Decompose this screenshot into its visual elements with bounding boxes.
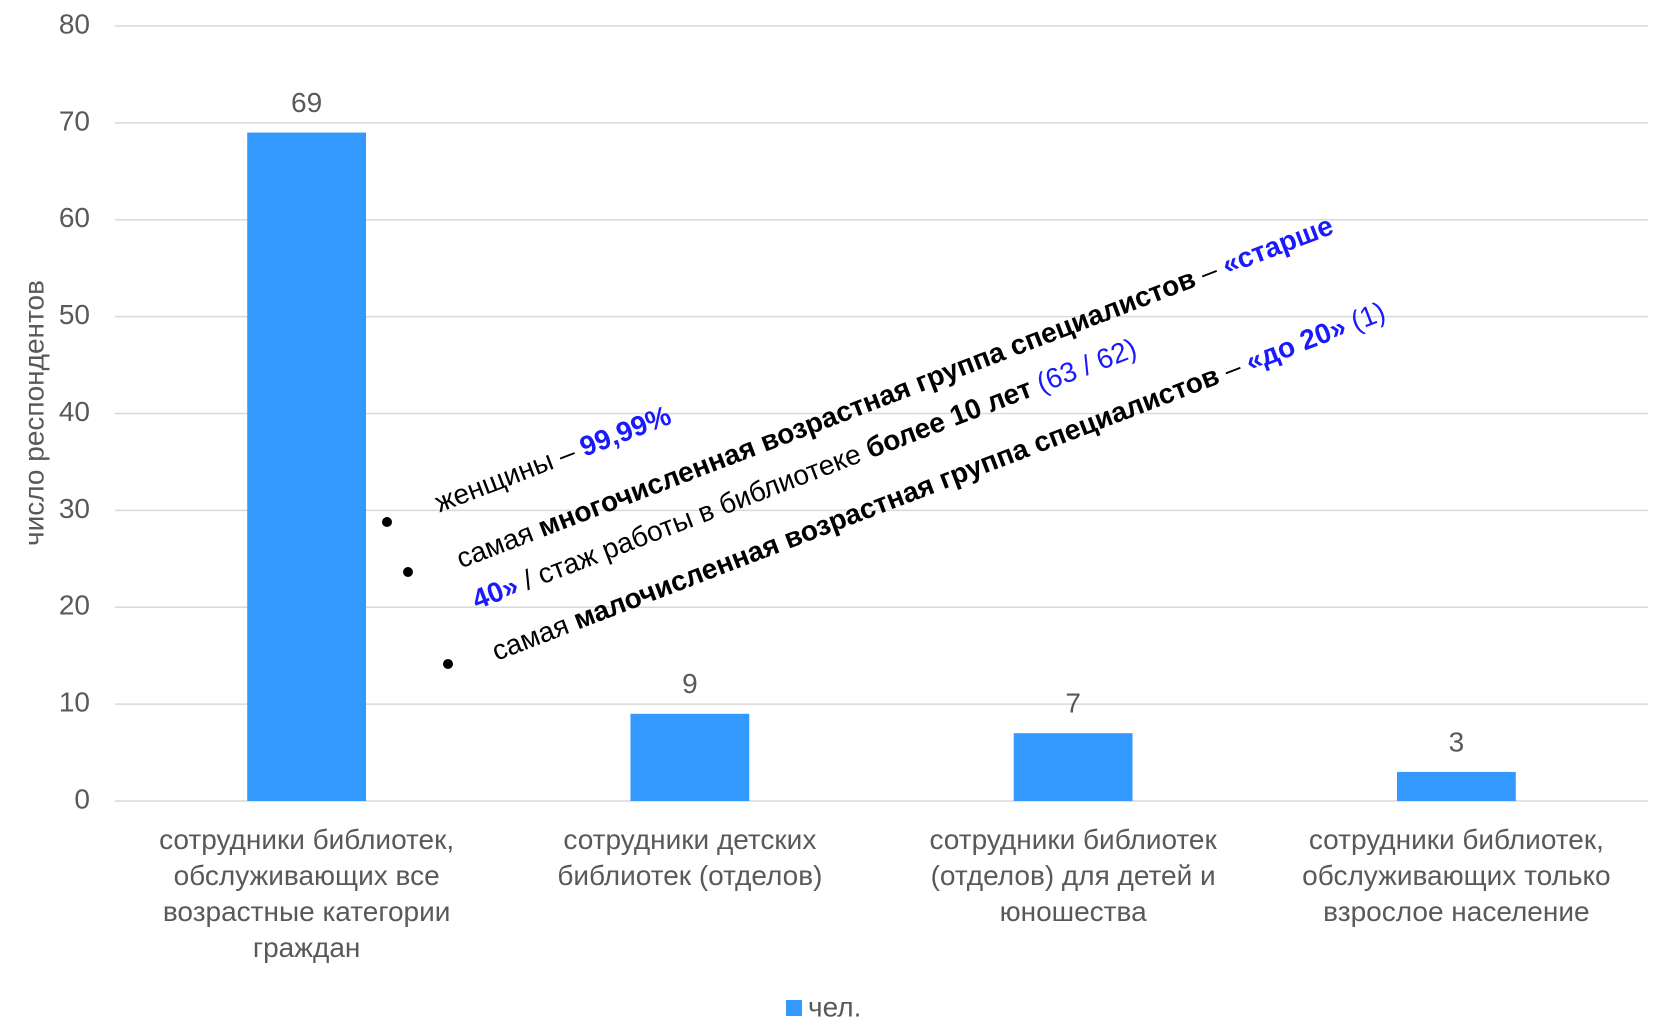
annotation-text: 99,99%	[576, 400, 676, 463]
bar	[247, 132, 367, 801]
annotation-text: самая	[488, 607, 581, 667]
bar	[1013, 733, 1133, 801]
x-tick-label: сотрудники библиотек (отделов) для детей…	[929, 824, 1217, 927]
y-tick-label: 70	[59, 105, 90, 136]
y-tick-label: 50	[59, 299, 90, 330]
bullet	[382, 517, 392, 527]
y-tick-label: 0	[74, 783, 90, 814]
y-axis-title: число респондентов	[18, 280, 49, 546]
legend-label: чел.	[808, 991, 861, 1021]
annotation-text: «старше	[1218, 210, 1338, 281]
bar	[1396, 771, 1516, 801]
annotation-line: 40» / стаж работы в библиотеке более 10 …	[468, 333, 1141, 616]
x-tick-label: сотрудники библиотек, обслуживающих все …	[159, 824, 455, 963]
data-label: 7	[1065, 688, 1081, 719]
y-tick-label: 10	[59, 687, 90, 718]
annotation-text: «до 20»	[1241, 311, 1350, 378]
y-tick-label: 80	[59, 8, 90, 39]
legend-swatch	[786, 1000, 802, 1016]
data-label: 9	[682, 668, 698, 699]
bar	[630, 713, 750, 801]
data-label: 3	[1449, 726, 1465, 757]
x-tick-label: сотрудники детских библиотек (отделов)	[557, 824, 823, 891]
bullet	[443, 659, 453, 669]
y-tick-label: 40	[59, 396, 90, 427]
annotation: женщины – 99,99%самая многочисленная воз…	[431, 210, 1390, 667]
bullet	[403, 567, 413, 577]
annotation-text: (1)	[1339, 296, 1389, 340]
data-label: 69	[291, 87, 322, 118]
y-tick-label: 60	[59, 202, 90, 233]
y-tick-label: 30	[59, 493, 90, 524]
x-tick-label: сотрудники библиотек, обслуживающих толь…	[1302, 824, 1611, 927]
y-tick-label: 20	[59, 590, 90, 621]
